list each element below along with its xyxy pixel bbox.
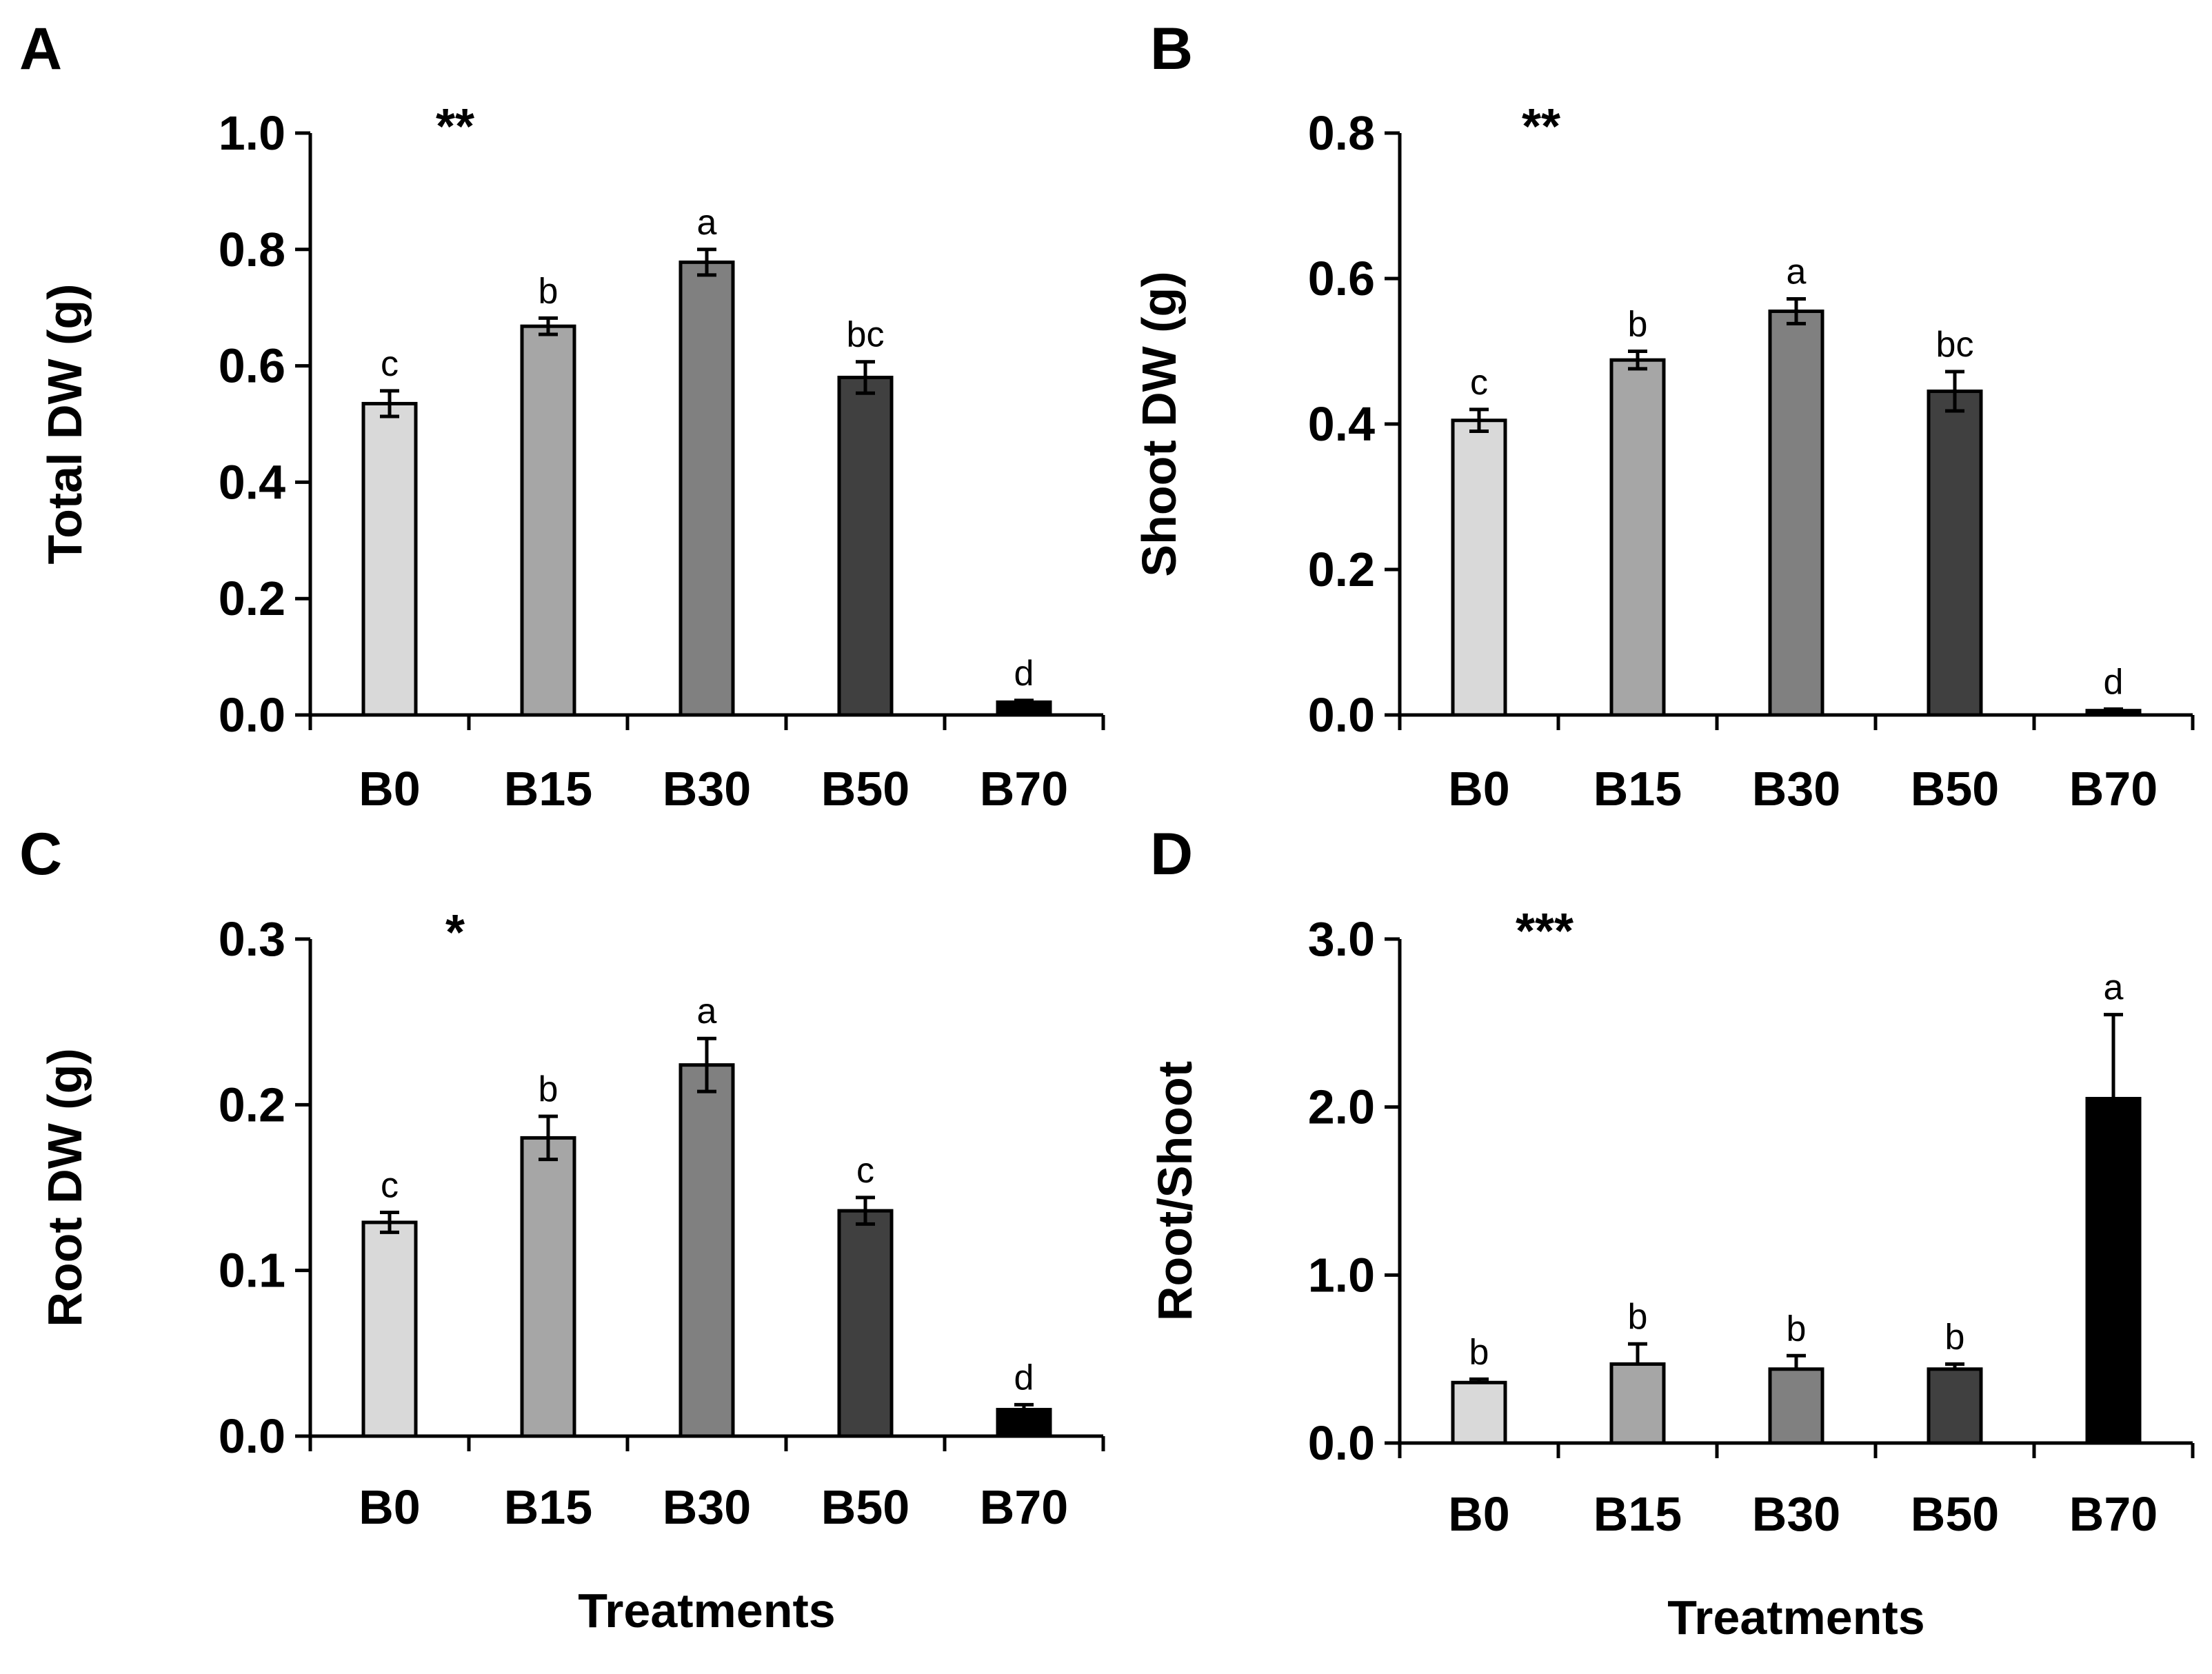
significance-label: **: [1522, 99, 1560, 154]
bar-b30: [678, 260, 735, 717]
x-tick-label: B15: [504, 762, 592, 816]
group-letter-label: b: [539, 271, 559, 311]
x-tick-label: B70: [2069, 762, 2158, 816]
y-tick-label: 0.0: [1308, 1416, 1375, 1470]
group-letter-label: c: [381, 1166, 399, 1206]
x-tick-label: B30: [1752, 762, 1840, 816]
bar-b0: [1451, 418, 1507, 717]
chart-panel-c: C 0.0 0.1 0.2 0.3 Root DW (g) * c B0 b B15 a B30 c B50…: [19, 821, 1105, 1637]
group-letter-label: a: [697, 991, 717, 1031]
panel-label: C: [19, 821, 62, 887]
x-tick-label: B15: [1593, 1487, 1682, 1541]
x-tick-label: B70: [980, 1480, 1068, 1534]
group-letter-label: b: [1787, 1309, 1807, 1349]
group-letter-label: d: [2104, 663, 2124, 703]
y-tick-label: 0.1: [219, 1244, 285, 1298]
y-tick-label: 0.2: [219, 1078, 285, 1131]
group-letter-label: b: [1945, 1317, 1965, 1357]
group-letter-label: c: [856, 1151, 874, 1191]
chart-panel-b: B 0.0 0.2 0.4 0.6 0.8 Shoot DW (g) ** c B0 b B15 a B3…: [1132, 16, 2195, 816]
group-letter-label: c: [1470, 363, 1488, 403]
y-tick-label: 0.2: [1308, 543, 1375, 596]
group-letter-label: d: [1014, 1358, 1034, 1398]
y-tick-label: 0.6: [1308, 252, 1375, 305]
x-tick-label: B15: [504, 1480, 592, 1534]
x-tick-label: B30: [1752, 1487, 1840, 1541]
chart-panel-a: A 0.0 0.2 0.4 0.6 0.8 1.0 Total DW (g) ** c B0 b B15…: [19, 16, 1105, 816]
y-tick-label: 0.3: [219, 912, 285, 966]
group-letter-label: bc: [847, 315, 885, 355]
y-tick-label: 1.0: [1308, 1248, 1375, 1302]
significance-label: *: [445, 905, 465, 960]
y-tick-label: 0.8: [219, 223, 285, 276]
bar-b15: [1609, 358, 1666, 717]
y-tick-label: 1.0: [219, 106, 285, 160]
group-letter-label: a: [1787, 252, 1807, 292]
bar-b70: [2085, 1096, 2142, 1445]
bar-b30: [1768, 1367, 1824, 1445]
bar-b0: [361, 1220, 418, 1438]
y-tick-label: 0.6: [219, 339, 285, 393]
bar-b15: [520, 1136, 576, 1438]
chart-panel-d: D 0.0 1.0 2.0 3.0 Root/Shoot *** b B0 b B15 b B30 b B5…: [1148, 821, 2195, 1644]
y-tick-label: 0.0: [1308, 688, 1375, 742]
group-letter-label: d: [1014, 654, 1034, 694]
bar-b50: [1927, 390, 1983, 717]
x-tick-label: B50: [821, 762, 909, 816]
bar-b0: [361, 401, 418, 717]
group-letter-label: b: [1628, 305, 1648, 345]
panel-label: D: [1150, 821, 1193, 887]
group-letter-label: a: [697, 203, 717, 243]
group-letter-label: b: [1628, 1297, 1648, 1337]
y-tick-label: 3.0: [1308, 912, 1375, 966]
group-letter-label: a: [2104, 968, 2124, 1008]
x-axis-title: Treatments: [1667, 1591, 1924, 1644]
y-tick-label: 0.0: [219, 688, 285, 742]
y-axis-title: Total DW (g): [38, 284, 92, 565]
x-tick-label: B50: [1911, 762, 1999, 816]
x-tick-label: B30: [663, 1480, 751, 1534]
bar-b50: [1927, 1367, 1983, 1445]
y-tick-label: 0.8: [1308, 106, 1375, 160]
x-tick-label: B70: [2069, 1487, 2158, 1541]
x-axis-title: Treatments: [578, 1584, 835, 1637]
y-tick-label: 0.4: [219, 455, 285, 509]
x-tick-label: B0: [1448, 762, 1509, 816]
y-tick-label: 0.2: [219, 572, 285, 625]
x-tick-label: B50: [1911, 1487, 1999, 1541]
group-letter-label: bc: [1936, 325, 1974, 365]
x-tick-label: B70: [980, 762, 1068, 816]
x-tick-label: B0: [359, 762, 420, 816]
x-tick-label: B15: [1593, 762, 1682, 816]
bar-b30: [678, 1063, 735, 1438]
y-tick-label: 0.4: [1308, 397, 1375, 451]
y-axis-title: Shoot DW (g): [1132, 271, 1186, 576]
x-tick-label: B0: [359, 1480, 420, 1534]
x-tick-label: B0: [1448, 1487, 1509, 1541]
significance-label: ***: [1516, 904, 1573, 959]
panel-label: B: [1150, 16, 1193, 82]
panel-label: A: [19, 16, 62, 82]
bar-b15: [1609, 1362, 1666, 1445]
group-letter-label: b: [539, 1069, 559, 1109]
y-tick-label: 2.0: [1308, 1080, 1375, 1134]
bar-b0: [1451, 1380, 1507, 1445]
bar-b15: [520, 324, 576, 717]
y-tick-label: 0.0: [219, 1409, 285, 1463]
group-letter-label: b: [1469, 1332, 1489, 1372]
significance-label: **: [436, 99, 474, 154]
bar-b50: [837, 1209, 894, 1438]
y-axis-title: Root/Shoot: [1148, 1061, 1202, 1321]
bar-b50: [837, 375, 894, 717]
bar-b30: [1768, 309, 1824, 717]
x-tick-label: B50: [821, 1480, 909, 1534]
y-axis-title: Root DW (g): [38, 1048, 92, 1327]
x-tick-label: B30: [663, 762, 751, 816]
group-letter-label: c: [381, 344, 399, 384]
